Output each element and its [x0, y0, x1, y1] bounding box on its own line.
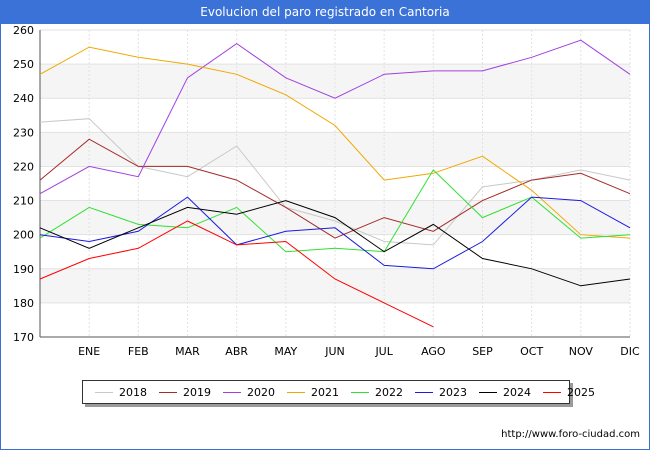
- x-tick-label: MAY: [274, 345, 297, 358]
- y-tick-label: 190: [13, 263, 34, 276]
- legend-label: 2020: [247, 385, 275, 399]
- axes: [39, 30, 630, 338]
- series-line-2020: [39, 39, 631, 195]
- x-tick-label: JUN: [324, 345, 345, 358]
- legend-item-2018: 2018: [95, 386, 147, 399]
- x-tick-label: MAR: [175, 345, 200, 358]
- series-line-2023: [39, 196, 631, 270]
- series-lines: [39, 39, 631, 328]
- legend-item-2022: 2022: [351, 386, 403, 399]
- y-tick-label: 240: [13, 92, 34, 105]
- y-tick-label: 210: [13, 195, 34, 208]
- source-credit: http://www.foro-ciudad.com: [501, 429, 640, 440]
- legend-label: 2023: [439, 385, 467, 399]
- series-line-2024: [39, 200, 631, 287]
- legend-swatch: [95, 391, 113, 393]
- y-tick-label: 170: [13, 331, 34, 344]
- legend-item-2019: 2019: [159, 386, 211, 399]
- x-tick-label: ENE: [78, 345, 100, 358]
- legend-label: 2021: [311, 385, 339, 399]
- series-line-2021: [39, 46, 631, 239]
- x-tick-label: JUL: [374, 345, 393, 358]
- legend-label: 2024: [503, 385, 531, 399]
- y-tick-label: 230: [13, 126, 34, 139]
- legend-label: 2025: [567, 385, 595, 399]
- legend-swatch: [479, 391, 497, 393]
- legend-swatch: [415, 391, 433, 393]
- legend: 2018 2019 2020 2021 2022 2023 2024 2025: [82, 380, 595, 404]
- legend-item-2025: 2025: [543, 386, 595, 399]
- legend-item-2024: 2024: [479, 386, 531, 399]
- legend-label: 2019: [183, 385, 211, 399]
- legend-label: 2022: [375, 385, 403, 399]
- x-tick-labels: ENE FEB MAR ABR MAY JUN JUL AGO SEP OCT NOV DIC: [78, 345, 640, 358]
- plot-background: [40, 30, 630, 337]
- grid-band: [40, 64, 630, 99]
- legend-swatch: [351, 391, 369, 393]
- chart-title: Evolucion del paro registrado en Cantori…: [0, 0, 650, 24]
- x-tick-label: SEP: [472, 345, 493, 358]
- y-tick-label: 200: [13, 229, 34, 242]
- series-line-2025: [39, 220, 434, 328]
- series-line-2019: [39, 138, 631, 239]
- y-tick-label: 220: [13, 160, 34, 173]
- legend-swatch: [223, 391, 241, 393]
- legend-label: 2018: [119, 385, 147, 399]
- x-tick-label: FEB: [128, 345, 149, 358]
- grid-band: [40, 268, 630, 303]
- legend-item-2023: 2023: [415, 386, 467, 399]
- legend-swatch: [543, 391, 561, 393]
- x-tick-label: DIC: [620, 345, 640, 358]
- legend-swatch: [159, 391, 177, 393]
- legend-item-2021: 2021: [287, 386, 339, 399]
- legend-item-2020: 2020: [223, 386, 275, 399]
- y-tick-labels: 170 180 190 200 210 220 230 240 250 260: [13, 24, 34, 344]
- x-tick-label: NOV: [569, 345, 594, 358]
- legend-swatch: [287, 391, 305, 393]
- y-tick-label: 180: [13, 297, 34, 310]
- y-tick-label: 250: [13, 58, 34, 71]
- x-tick-label: AGO: [421, 345, 446, 358]
- x-tick-label: ABR: [225, 345, 248, 358]
- y-tick-label: 260: [13, 24, 34, 37]
- x-tick-label: OCT: [520, 345, 543, 358]
